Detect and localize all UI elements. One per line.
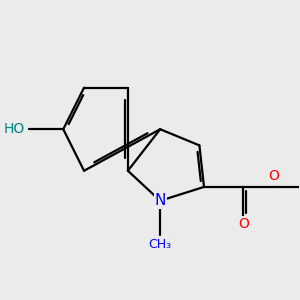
Text: O: O	[268, 169, 279, 183]
Text: HO: HO	[4, 122, 25, 136]
Text: O: O	[238, 217, 249, 231]
Text: N: N	[154, 193, 166, 208]
Text: CH₃: CH₃	[148, 238, 172, 251]
